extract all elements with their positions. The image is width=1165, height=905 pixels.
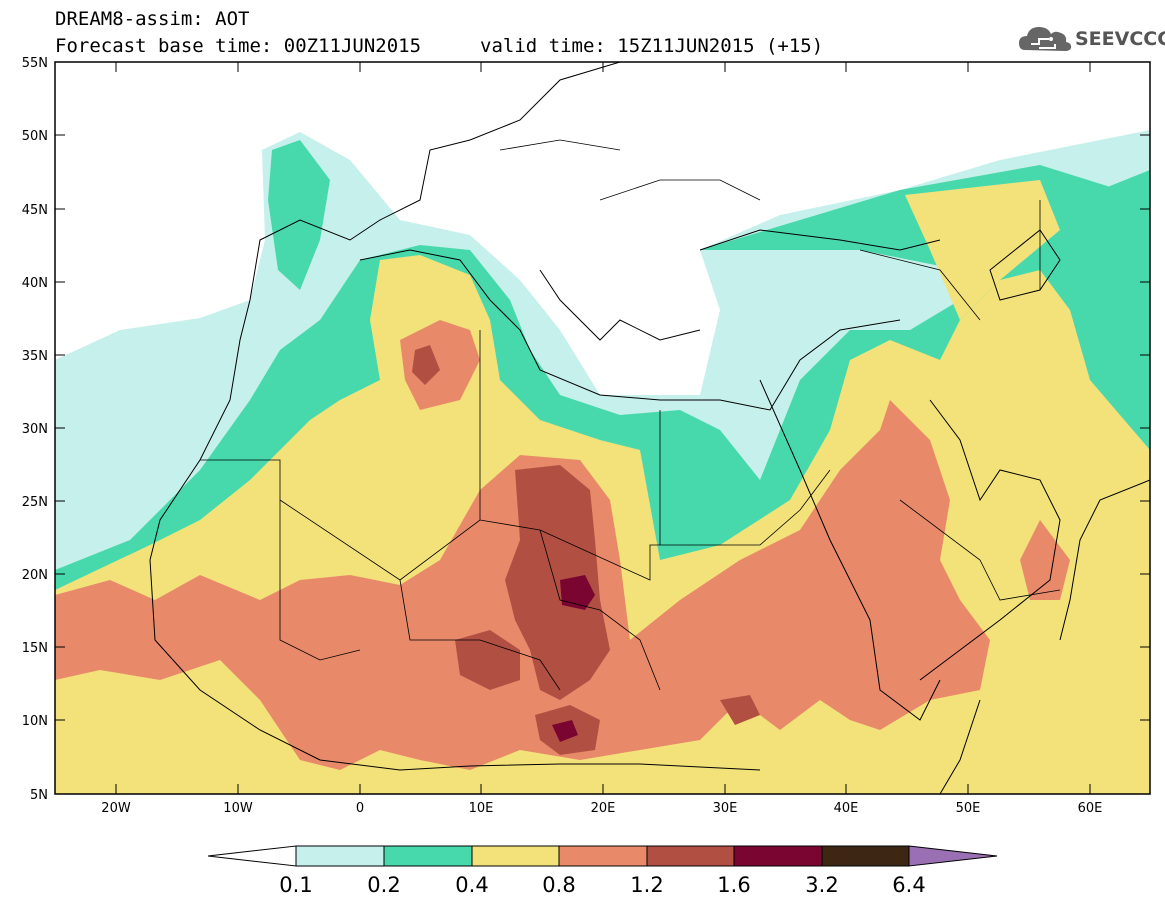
colorbar-bin [383, 845, 473, 867]
lon-label: 40E [834, 801, 859, 816]
aot-contour-1.2 [412, 345, 440, 385]
colorbar-label: 3.2 [805, 873, 838, 897]
coastlines [149, 62, 1150, 794]
lat-label: 15N [22, 641, 48, 656]
colorbar [207, 845, 998, 867]
forecast-base-time: Forecast base time: 00Z11JUN2015 [55, 35, 422, 57]
aot-contour-0.8 [1020, 520, 1070, 600]
colorbar-right-arrow [908, 845, 998, 867]
aot-contour-0.1 [55, 380, 270, 580]
lat-label: 35N [22, 349, 48, 364]
lat-label: 20N [22, 568, 48, 583]
country-borders [200, 139, 1061, 691]
aot-contour-1.2 [505, 465, 610, 700]
colorbar-label: 1.2 [630, 873, 663, 897]
colorbar-left-arrow [207, 845, 297, 867]
seevccc-logo: SEEVCCC [1017, 22, 1165, 56]
lat-label: 30N [22, 422, 48, 437]
aot-contour-1.6 [552, 720, 578, 742]
lon-label: 30E [713, 801, 738, 816]
axis-ticks [55, 61, 1150, 794]
lat-label: 40N [22, 276, 48, 291]
aot-field [55, 62, 1150, 794]
lon-label: 0 [356, 801, 364, 816]
latitude-labels: 55N 50N 45N 40N 35N 30N 25N 20N 15N 10N … [22, 56, 48, 803]
aot-contour-0.8 [400, 320, 480, 410]
aot-contour-0.2 [268, 140, 330, 290]
lat-label: 25N [22, 495, 48, 510]
aot-contour-0.4 [905, 180, 1060, 320]
aot-contour-1.2 [720, 695, 760, 725]
logo-text: SEEVCCC [1075, 28, 1165, 50]
colorbar-bin [646, 845, 735, 867]
colorbar-bin [821, 845, 910, 867]
lon-label: 10E [469, 801, 494, 816]
lat-label: 50N [22, 129, 48, 144]
aot-contour-1.6 [560, 575, 595, 610]
colorbar-bin [558, 845, 648, 867]
colorbar-label: 6.4 [892, 873, 925, 897]
colorbar-label: 0.2 [367, 873, 400, 897]
map-title: DREAM8-assim: AOT [55, 8, 250, 30]
valid-time: valid time: 15Z11JUN2015 (+15) [480, 35, 824, 57]
lat-label: 45N [22, 203, 48, 218]
time-line: Forecast base time: 00Z11JUN2015 valid t… [55, 37, 823, 94]
colorbar-label: 0.1 [279, 873, 312, 897]
cloud-icon [1019, 27, 1072, 51]
lat-label: 55N [22, 56, 48, 71]
longitude-labels: 20W 10W 0 10E 20E 30E 40E 50E 60E [101, 801, 1102, 816]
colorbar-bin [733, 845, 823, 867]
colorbar-label: 0.8 [542, 873, 575, 897]
colorbar-bin [295, 845, 385, 867]
lon-label: 20E [591, 801, 616, 816]
colorbar-label: 0.4 [455, 873, 488, 897]
colorbar-label: 1.6 [717, 873, 750, 897]
colorbar-bin [471, 845, 560, 867]
colorbar-labels: 0.1 0.2 0.4 0.8 1.2 1.6 3.2 6.4 [279, 873, 925, 897]
lat-label: 10N [22, 714, 48, 729]
lon-label: 50E [956, 801, 981, 816]
lat-label: 5N [30, 788, 48, 803]
lon-label: 20W [101, 801, 131, 816]
lon-label: 60E [1078, 801, 1103, 816]
lon-label: 10W [223, 801, 253, 816]
aot-contour-1.2 [455, 630, 520, 690]
